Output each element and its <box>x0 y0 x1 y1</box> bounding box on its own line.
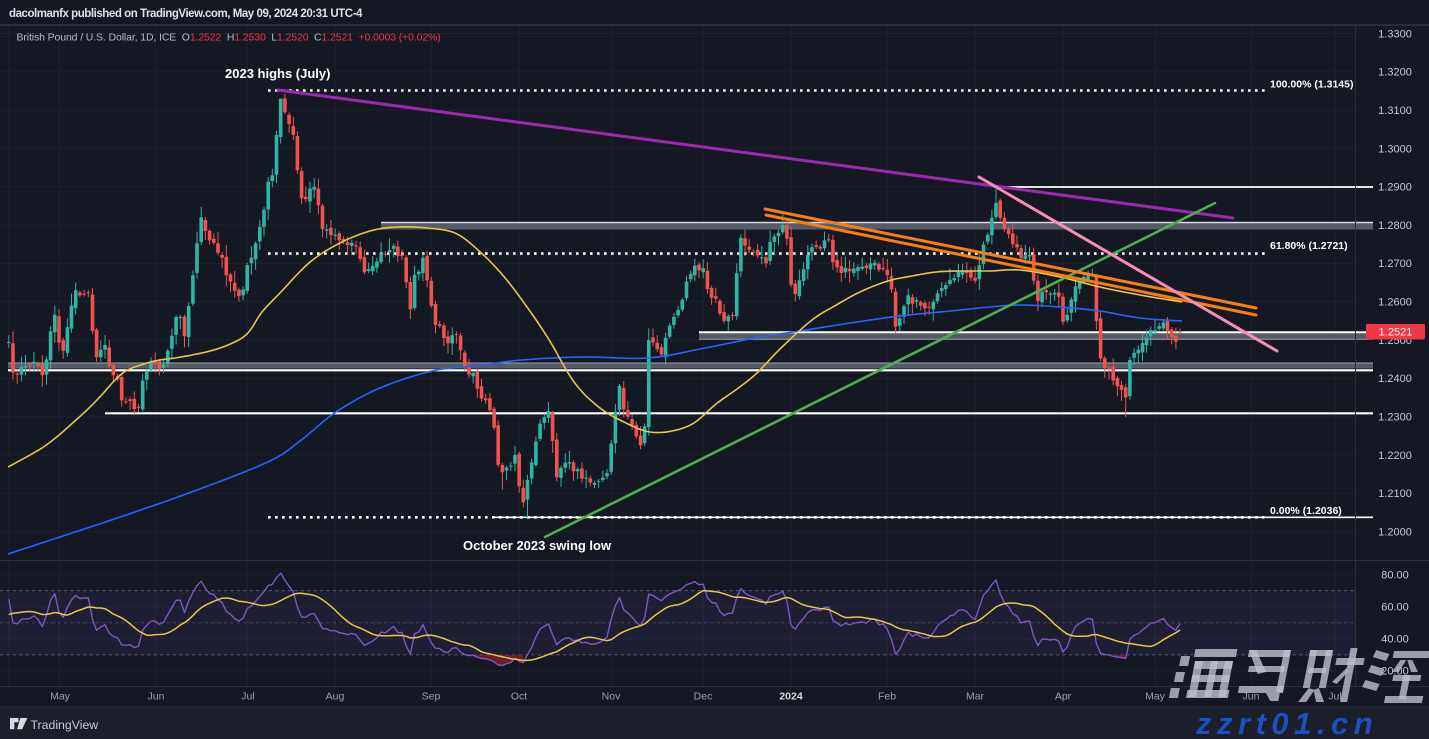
svg-text:1.3100: 1.3100 <box>1378 105 1412 117</box>
svg-text:80.00: 80.00 <box>1381 569 1409 581</box>
svg-text:1.2600: 1.2600 <box>1378 297 1412 309</box>
svg-text:1.3000: 1.3000 <box>1378 143 1412 155</box>
svg-text:Oct: Oct <box>511 691 527 703</box>
svg-text:1.2800: 1.2800 <box>1378 220 1412 232</box>
svg-text:Nov: Nov <box>602 691 621 703</box>
svg-text:1.2000: 1.2000 <box>1378 527 1412 539</box>
svg-text:May: May <box>1145 691 1166 703</box>
svg-text:Apr: Apr <box>1055 691 1072 703</box>
svg-text:1.3300: 1.3300 <box>1378 28 1412 40</box>
svg-text:60.00: 60.00 <box>1381 602 1409 614</box>
svg-text:Sep: Sep <box>422 691 441 703</box>
svg-text:40.00: 40.00 <box>1381 634 1409 646</box>
svg-text:Jun: Jun <box>1243 691 1260 703</box>
svg-text:1.2200: 1.2200 <box>1378 450 1412 462</box>
svg-text:zzrt01.cn: zzrt01.cn <box>1195 706 1378 739</box>
svg-text:100.00% (1.3145): 100.00% (1.3145) <box>1270 79 1353 91</box>
svg-text:Aug: Aug <box>326 691 345 703</box>
svg-text:1.3200: 1.3200 <box>1378 67 1412 79</box>
svg-text:0.00% (1.2036): 0.00% (1.2036) <box>1270 505 1342 517</box>
svg-text:Jul: Jul <box>1328 691 1341 703</box>
svg-text:Mar: Mar <box>966 691 985 703</box>
svg-text:1.2521: 1.2521 <box>1379 327 1413 339</box>
svg-text:2023 highs (July): 2023 highs (July) <box>225 66 330 81</box>
svg-text:Jun: Jun <box>148 691 165 703</box>
svg-text:1.2700: 1.2700 <box>1378 258 1412 270</box>
svg-text:Dec: Dec <box>694 691 713 703</box>
svg-text:1.2900: 1.2900 <box>1378 182 1412 194</box>
svg-text:May: May <box>50 691 71 703</box>
svg-text:British Pound / U.S. Dollar, 1: British Pound / U.S. Dollar, 1D, ICE O1.… <box>17 31 441 43</box>
svg-text:October 2023 swing low: October 2023 swing low <box>463 538 612 553</box>
svg-text:Feb: Feb <box>878 691 896 703</box>
svg-text:61.80% (1.2721): 61.80% (1.2721) <box>1270 240 1348 252</box>
svg-text:Jul: Jul <box>241 691 254 703</box>
svg-text:dacolmanfx published on Tradin: dacolmanfx published on TradingView.com,… <box>9 8 363 20</box>
svg-text:1.2400: 1.2400 <box>1378 373 1412 385</box>
svg-text:TradingView: TradingView <box>31 718 99 732</box>
svg-text:2024: 2024 <box>779 691 803 703</box>
svg-text:1.2100: 1.2100 <box>1378 488 1412 500</box>
svg-text:1.2300: 1.2300 <box>1378 412 1412 424</box>
